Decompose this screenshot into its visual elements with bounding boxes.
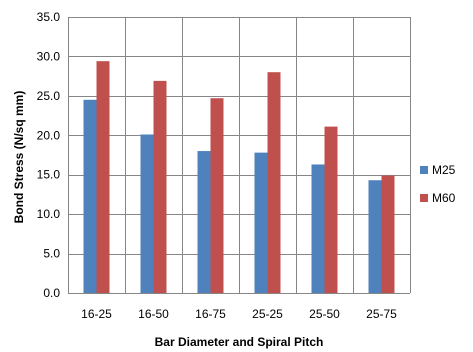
bar-m60-25-75 [381, 175, 395, 293]
x-tick-label: 16-25 [81, 307, 112, 321]
bar-m25-16-25 [83, 99, 97, 293]
bar-m60-16-25 [96, 61, 110, 293]
x-tick-label: 25-25 [252, 307, 283, 321]
y-tick-labels: 0.0 5.0 10.0 15.0 20.0 25.0 30.0 35.0 [37, 10, 61, 300]
legend-swatch-m60 [420, 194, 428, 202]
bar-m60-25-25 [267, 72, 281, 293]
legend: M25 M60 [420, 163, 456, 205]
y-tick-label: 5.0 [43, 247, 60, 261]
y-tick-label: 0.0 [43, 286, 60, 300]
bar-m25-25-75 [368, 180, 382, 293]
legend-label-m25: M25 [432, 163, 456, 177]
y-tick-label: 30.0 [37, 49, 61, 63]
bar-m60-16-75 [210, 98, 224, 293]
y-tick-label: 25.0 [37, 89, 61, 103]
x-tick-label: 16-50 [138, 307, 169, 321]
legend-swatch-m25 [420, 166, 428, 174]
x-tick-labels: 16-25 16-50 16-75 25-25 25-50 25-75 [81, 307, 397, 321]
legend-label-m60: M60 [432, 191, 456, 205]
gridlines [68, 17, 411, 293]
bar-m25-25-50 [311, 164, 325, 293]
x-tick-label: 25-50 [309, 307, 340, 321]
bar-m60-25-50 [324, 126, 338, 294]
bars [83, 61, 395, 294]
y-tick-label: 15.0 [37, 168, 61, 182]
x-axis-title: Bar Diameter and Spiral Pitch [155, 335, 324, 349]
x-tick-label: 16-75 [195, 307, 226, 321]
y-tick-label: 20.0 [37, 128, 61, 142]
y-tick-label: 10.0 [37, 207, 61, 221]
bar-m60-16-50 [153, 80, 167, 293]
x-tick-label: 25-75 [366, 307, 397, 321]
bar-m25-16-50 [140, 134, 154, 293]
y-axis-title: Bond Stress (N/sq mm) [12, 91, 26, 224]
bar-m25-25-25 [254, 152, 268, 293]
bar-m25-16-75 [197, 151, 211, 293]
y-tick-label: 35.0 [37, 10, 61, 24]
